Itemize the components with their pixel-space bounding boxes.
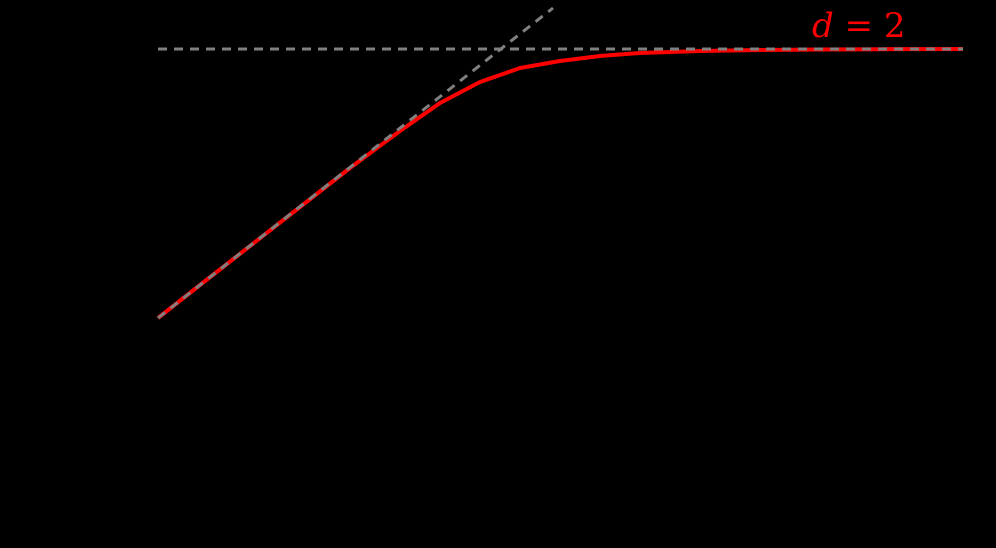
label-eq: = [833,6,884,46]
label-var: d [812,6,834,46]
series-label: d = 2 [812,6,906,46]
linear-asymptote [157,6,554,320]
label-val: 2 [883,6,906,46]
curve-d2 [156,47,964,320]
